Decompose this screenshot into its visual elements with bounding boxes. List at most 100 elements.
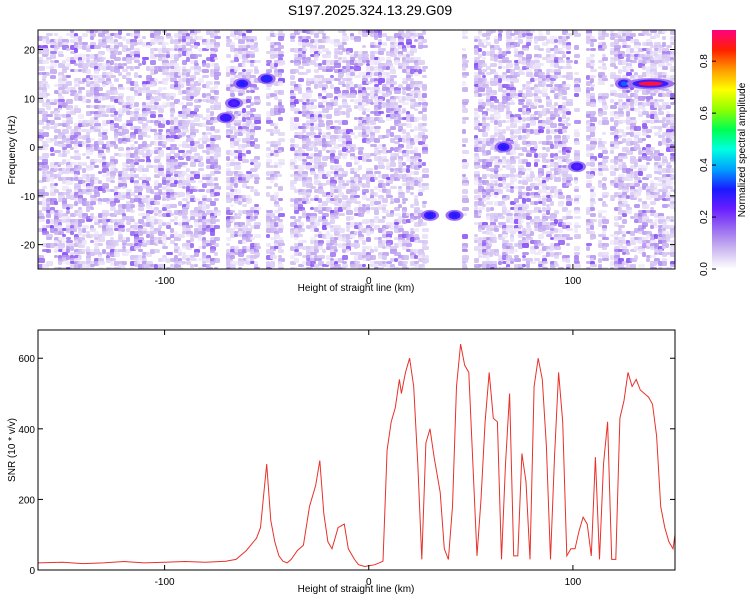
spectrogram-cell xyxy=(366,93,370,96)
spectrogram-cell xyxy=(154,195,161,200)
spectrogram-cell xyxy=(118,225,125,228)
spectrogram-cell xyxy=(98,237,105,242)
spectrogram-cell xyxy=(398,204,402,208)
spectrogram-cell xyxy=(90,117,95,121)
spectrogram-cell xyxy=(166,213,171,217)
spectrogram-cell xyxy=(50,171,54,174)
spectrogram-cell xyxy=(290,36,295,39)
spectrogram-cell xyxy=(142,114,147,117)
spectrogram-cell xyxy=(554,156,558,160)
spectrogram-cell xyxy=(142,57,149,60)
spectrogram-cell xyxy=(82,234,86,237)
spectrogram-cell xyxy=(302,165,307,169)
spectrogram-cell xyxy=(414,171,419,175)
spectrogram-cell xyxy=(202,183,207,188)
spectrogram-cell xyxy=(154,243,158,246)
spectrogram-cell xyxy=(174,237,181,241)
spectrogram-cell xyxy=(102,30,109,34)
spectrogram-cell xyxy=(126,237,130,242)
spectrogram-cell xyxy=(50,147,54,152)
spectrogram-cell xyxy=(134,159,139,162)
spectrogram-cell xyxy=(406,87,411,91)
spectrogram-cell xyxy=(490,144,495,147)
spectrogram-cell xyxy=(326,150,330,153)
spectrogram-cell xyxy=(306,141,311,146)
spectrogram-cell xyxy=(342,111,346,115)
spectrogram-cell xyxy=(418,192,423,196)
spectrogram-cell xyxy=(86,219,92,222)
spectrogram-cell xyxy=(158,225,162,229)
spectrogram-cell xyxy=(146,96,151,100)
spectrogram-cell xyxy=(554,264,559,267)
spectrogram-cell xyxy=(234,123,241,126)
spectrogram-cell xyxy=(178,102,184,105)
spectrogram-cell xyxy=(142,183,147,187)
spectrogram-cell xyxy=(522,252,529,255)
spectrogram-cell xyxy=(290,60,294,63)
spectrogram-cell xyxy=(142,132,147,137)
spectrogram-cell xyxy=(546,138,550,141)
spectrogram-cell xyxy=(154,48,158,51)
spectrogram-cell xyxy=(90,213,94,216)
spectrogram-cell xyxy=(366,210,370,214)
spectrogram-cell xyxy=(494,132,498,137)
spectrogram-cell xyxy=(242,195,246,198)
spectrogram-cell xyxy=(186,225,193,228)
spectrogram-cell xyxy=(202,93,206,98)
spectrogram-cell xyxy=(86,48,91,52)
spectrogram-cell xyxy=(38,72,43,75)
spectrogram-cell xyxy=(226,156,230,161)
spectrogram-cell xyxy=(58,144,63,147)
spectrogram-cell xyxy=(382,105,386,108)
spectrogram-cell xyxy=(42,114,47,117)
spectrogram-cell xyxy=(314,117,319,120)
spectrogram-cell xyxy=(394,153,399,157)
spectrogram-cell xyxy=(70,60,76,64)
spectrogram-cell xyxy=(238,234,242,237)
spectrogram-cell xyxy=(550,186,557,189)
spectrogram-cell xyxy=(410,99,416,102)
spectrogram-cell xyxy=(54,84,59,87)
spectrogram-cell xyxy=(250,249,255,254)
spectrogram-cell xyxy=(422,138,426,142)
spectrogram-cell xyxy=(278,75,282,78)
spectrogram-cell xyxy=(122,141,127,144)
spectrogram-cell xyxy=(86,252,91,255)
spectrogram-cell xyxy=(294,219,301,222)
spectrogram-cell xyxy=(522,48,529,51)
spectrogram-cell xyxy=(202,150,207,153)
spectrogram-cell xyxy=(170,48,175,51)
spectrogram-cell xyxy=(182,60,187,65)
spectrogram-cell xyxy=(134,60,140,63)
spectrogram-cell xyxy=(94,69,99,74)
spectrogram-cell xyxy=(138,231,143,236)
spectrogram-cell xyxy=(374,36,378,40)
spectrogram-cell xyxy=(234,213,238,216)
spectrogram-cell xyxy=(126,228,131,232)
spectrogram-cell xyxy=(170,39,174,44)
spectrogram-cell xyxy=(234,141,239,146)
spectrogram-cell xyxy=(138,204,145,207)
spectrogram-cell xyxy=(86,231,90,234)
spectrogram-cell xyxy=(230,159,235,162)
spectrogram-cell xyxy=(246,213,253,216)
spectrogram-cell xyxy=(298,207,305,211)
spectrogram-cell xyxy=(322,135,326,138)
spectrogram-cell xyxy=(106,150,110,153)
spectrogram-cell xyxy=(110,219,114,223)
spectrogram-cell xyxy=(194,36,199,40)
spectrogram-cell xyxy=(162,222,166,226)
spectrogram-cell xyxy=(274,195,278,200)
spectrogram-cell xyxy=(246,195,251,198)
spectrogram-cell xyxy=(526,237,533,240)
spectrogram-cell xyxy=(534,39,538,44)
spectrogram-cell xyxy=(186,57,190,62)
spectrogram-cell xyxy=(62,138,66,143)
spectrogram-cell xyxy=(514,120,521,123)
spectrogram-cell xyxy=(178,54,182,57)
spectrogram-cell xyxy=(126,138,131,142)
spectrogram-cell xyxy=(194,63,199,66)
spectrogram-cell xyxy=(506,120,510,123)
spectrogram-cell xyxy=(274,96,278,100)
spectrogram-cell xyxy=(170,240,175,244)
